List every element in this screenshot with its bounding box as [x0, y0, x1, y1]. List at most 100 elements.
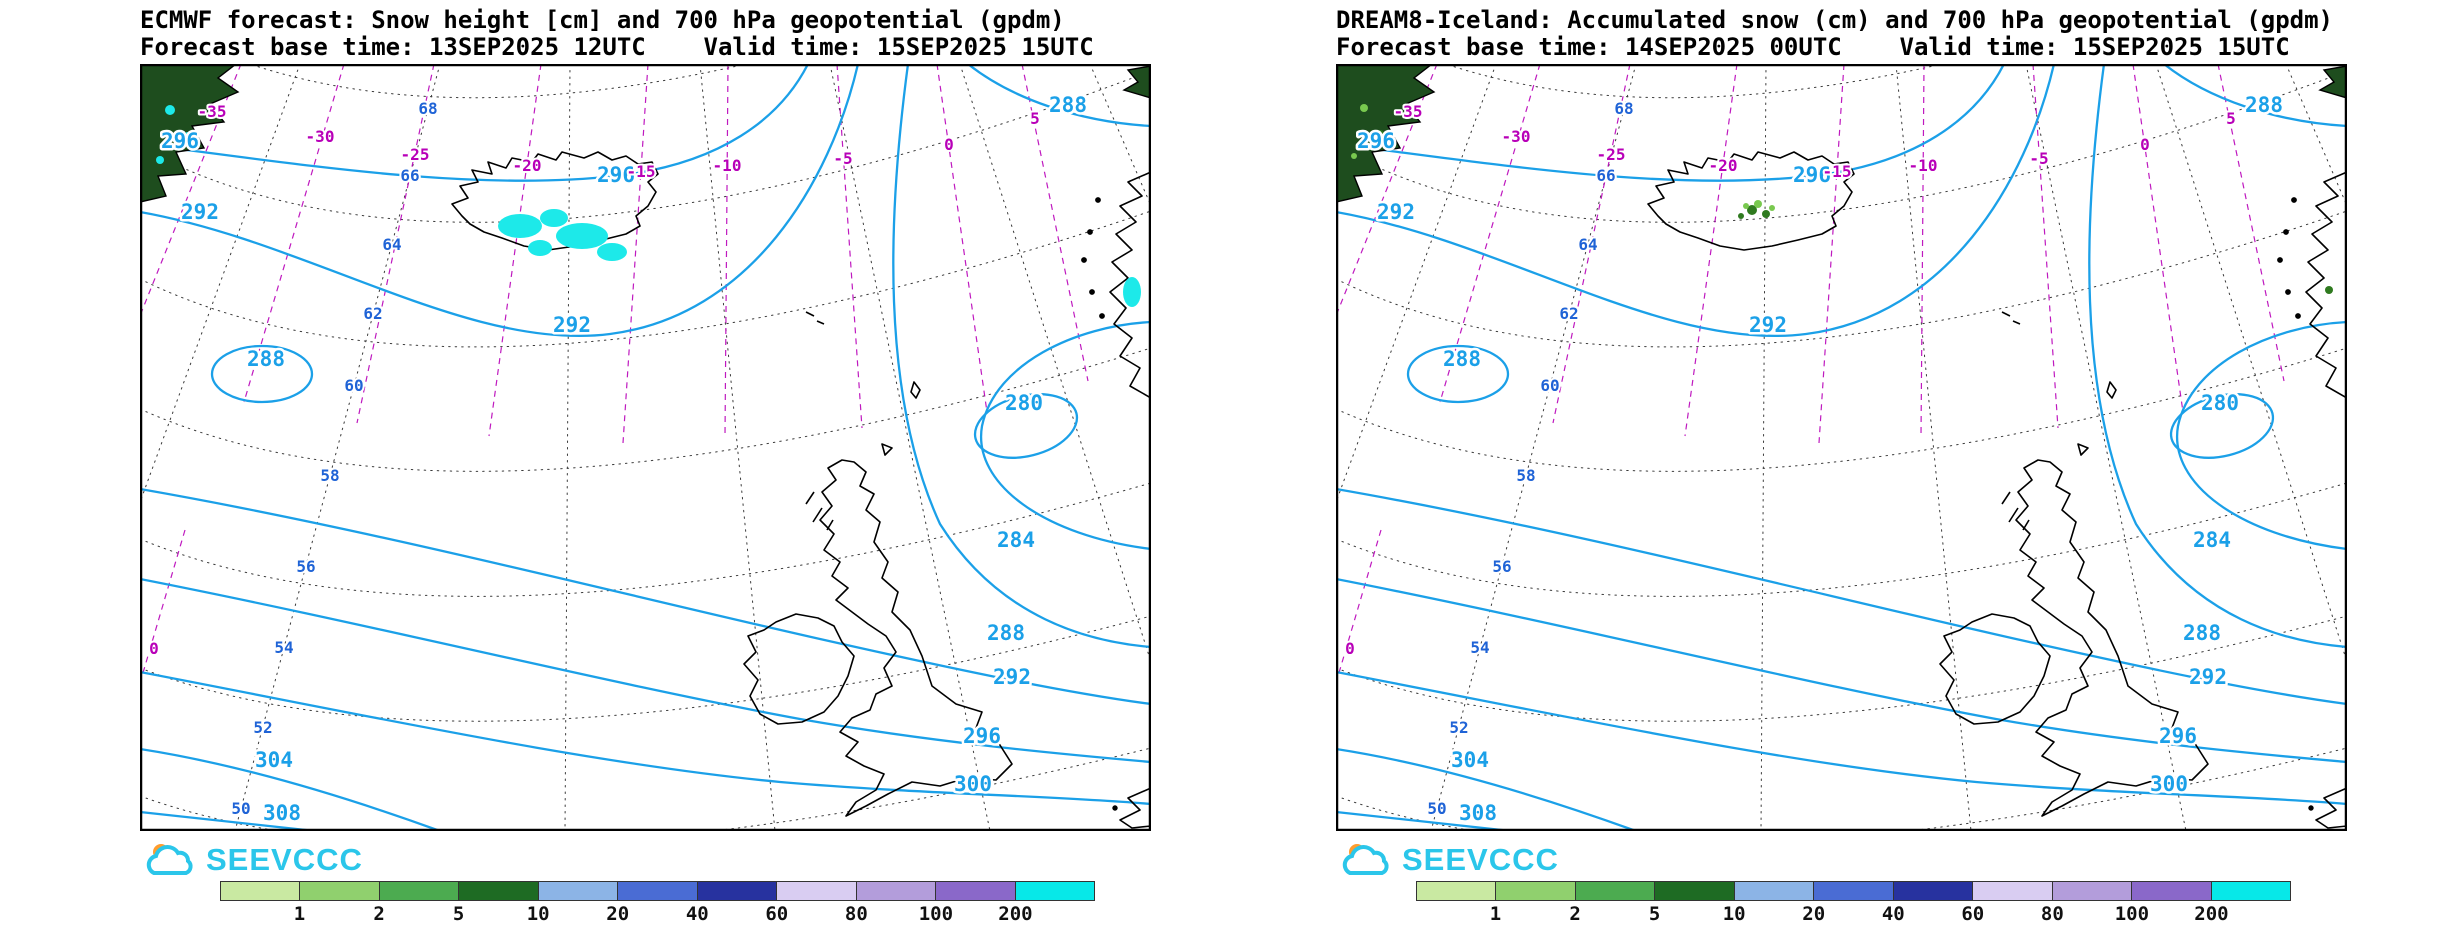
contour-label: 288 [2245, 93, 2283, 117]
colorbar-label: 100 [918, 903, 954, 925]
colorbar-label: 1 [1489, 903, 1502, 925]
map-ecmwf: 296 292 296 292 288 288 280 284 288 292 296 300 304 3… [140, 64, 1151, 831]
contour-label: 280 [1005, 391, 1043, 415]
contour-label: 280 [2201, 391, 2239, 415]
contour-label: 296 [1357, 129, 1395, 153]
colorbar-label: 10 [526, 903, 550, 925]
colorbar-label: 200 [998, 903, 1033, 925]
map-frame [140, 64, 1151, 831]
colorbar-segment [300, 882, 380, 900]
temperature-label: -35 [1394, 102, 1423, 121]
panel-ecmwf: ECMWF forecast: Snow height [cm] and 700… [0, 0, 1224, 925]
latitude-label: 62 [363, 304, 382, 323]
panel-dream8: DREAM8-Iceland: Accumulated snow (cm) an… [1224, 0, 2449, 925]
colorbar-label: 2 [373, 903, 385, 925]
temperature-label: 5 [2226, 109, 2236, 128]
latitude-label: 58 [320, 466, 339, 485]
contour-label: 296 [1793, 163, 1831, 187]
colorbar-segment [697, 882, 778, 900]
temperature-label: -15 [1823, 162, 1852, 181]
temperature-label: -25 [1597, 145, 1626, 164]
colorbar-segment [1734, 882, 1815, 900]
contour-label: 304 [1451, 748, 1489, 772]
colorbar-label: 1 [293, 903, 306, 925]
cloud-logo-icon [1342, 844, 1389, 875]
latitude-label: 68 [1614, 99, 1633, 118]
seevccc-logo: SEEVCCC [140, 838, 363, 882]
colorbar-label: 20 [606, 903, 630, 925]
colorbar-label: 40 [1881, 903, 1905, 925]
latitude-label: 54 [274, 638, 293, 657]
colorbar-label: 100 [2114, 903, 2150, 925]
temperature-label: -5 [833, 149, 852, 168]
snow-overlay-dream8 [1351, 104, 2333, 294]
colorbar-label: 80 [2040, 903, 2064, 925]
colorbar-segment [777, 882, 857, 900]
contour-label: 288 [1443, 347, 1481, 371]
contour-label: 292 [993, 665, 1031, 689]
contour-label: 292 [553, 313, 591, 337]
colorbar-segment [1973, 882, 2053, 900]
colorbar-scale [1416, 881, 2291, 901]
latitude-label: 52 [253, 718, 272, 737]
contour-label: 292 [1749, 313, 1787, 337]
seevccc-logo: SEEVCCC [1336, 838, 1559, 882]
colorbar-segment [2132, 882, 2212, 900]
latitude-label: 52 [1449, 718, 1468, 737]
latitude-label: 64 [1578, 235, 1597, 254]
contour-label: 296 [597, 163, 635, 187]
latitude-label: 64 [382, 235, 401, 254]
colorbar-label: 10 [1722, 903, 1746, 925]
contour-label: 288 [1049, 93, 1087, 117]
contour-label: 284 [997, 528, 1035, 552]
latitude-label: 58 [1516, 466, 1535, 485]
panel-subtitle: Forecast base time: 13SEP2025 12UTC Vali… [140, 33, 1094, 61]
panel-title: DREAM8-Iceland: Accumulated snow (cm) an… [1336, 6, 2333, 34]
logo-text: SEEVCCC [206, 842, 363, 877]
colorbar-segment [1417, 882, 1497, 900]
temperature-label: -20 [513, 156, 542, 175]
colorbar-segment [1015, 882, 1094, 900]
colorbar-segment [936, 882, 1016, 900]
colorbar-segment [1893, 882, 1974, 900]
colorbar-label: 5 [1648, 903, 1661, 925]
temperature-label: 0 [944, 135, 954, 154]
cloud-logo-icon [146, 844, 193, 875]
contour-label: 296 [2159, 724, 2197, 748]
colorbar: 1 2 5 10 20 40 60 80 100 200 [1416, 881, 2291, 925]
temperature-label: -35 [198, 102, 227, 121]
logo-text: SEEVCCC [1402, 842, 1559, 877]
latitude-label: 68 [418, 99, 437, 118]
temperature-label: -20 [1709, 156, 1738, 175]
temperature-label: -10 [713, 156, 742, 175]
contour-label: 292 [1377, 200, 1415, 224]
colorbar-segment [1575, 882, 1656, 900]
latitude-label: 50 [1427, 799, 1446, 818]
latitude-label: 62 [1559, 304, 1578, 323]
colorbar-segment [1496, 882, 1576, 900]
contour-label: 284 [2193, 528, 2231, 552]
snow-overlay-ecmwf [156, 105, 1141, 307]
contour-label: 300 [954, 772, 992, 796]
colorbar-label: 5 [452, 903, 465, 925]
temperature-label: -10 [1909, 156, 1938, 175]
latitude-label: 56 [1492, 557, 1511, 576]
temperature-label: 0 [1345, 639, 1355, 658]
latitude-label: 66 [400, 166, 419, 185]
panel-subtitle: Forecast base time: 14SEP2025 00UTC Vali… [1336, 33, 2290, 61]
colorbar-label: 2 [1569, 903, 1581, 925]
contour-label: 308 [263, 801, 301, 825]
colorbar-label: 80 [844, 903, 868, 925]
colorbar-segment [2211, 882, 2290, 900]
latitude-label: 60 [1540, 376, 1559, 395]
contour-label: 292 [2189, 665, 2227, 689]
contour-label: 296 [161, 129, 199, 153]
contour-label: 292 [181, 200, 219, 224]
colorbar-segment [459, 882, 539, 900]
temperature-label: 0 [2140, 135, 2150, 154]
colorbar-label: 60 [765, 903, 789, 925]
colorbar-label: 20 [1802, 903, 1826, 925]
contour-label: 300 [2150, 772, 2188, 796]
latitude-label: 54 [1470, 638, 1489, 657]
